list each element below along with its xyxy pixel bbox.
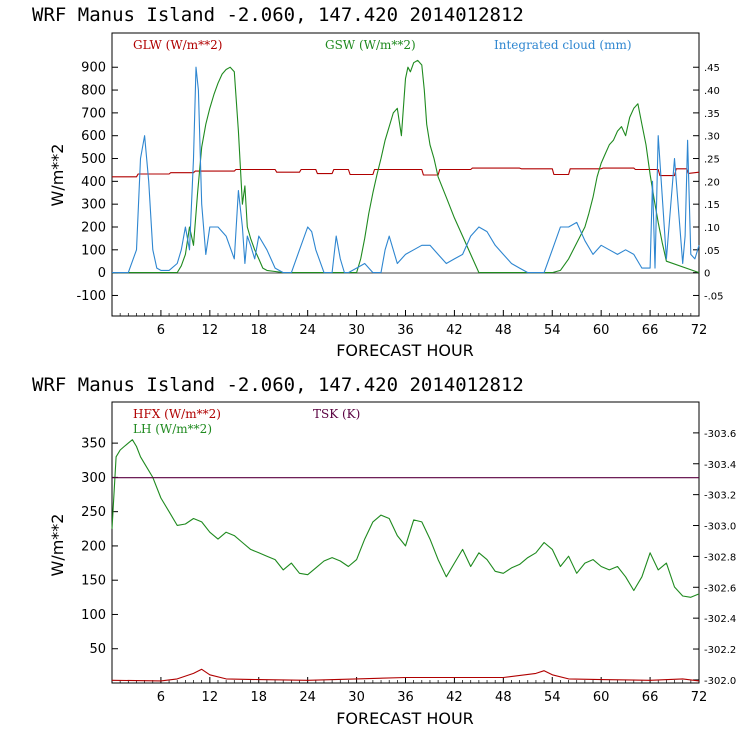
x-tick-label: 12 xyxy=(202,690,219,705)
y-tick-label: 300 xyxy=(81,198,106,213)
series-group xyxy=(111,439,700,682)
right-tick-label: -303.6 xyxy=(704,429,736,440)
x-tick-label: 30 xyxy=(348,690,365,705)
right-tick-label: .30 xyxy=(704,132,720,143)
right-tick-label: -302.8 xyxy=(704,552,736,563)
x-tick-label: 36 xyxy=(397,690,414,705)
legend-integrated-cloud: Integrated cloud (mm) xyxy=(494,38,632,52)
x-axis-label: FORECAST HOUR xyxy=(336,341,474,360)
x-axis: 6 12 18 24 30 36 42 48 54 60 66 72 xyxy=(119,677,708,705)
y-tick-label: 300 xyxy=(81,471,106,486)
chart-title: WRF Manus Island -2.060, 147.420 2014012… xyxy=(32,4,524,26)
x-tick-label: 42 xyxy=(446,690,463,705)
legend-gsw: GSW (W/m**2) xyxy=(325,38,416,52)
y-tick-label: 500 xyxy=(81,152,106,167)
panel-heat-flux: WRF Manus Island -2.060, 147.420 2014012… xyxy=(32,374,736,728)
series-line-hfx xyxy=(111,668,700,682)
right-tick-label: .15 xyxy=(704,200,720,211)
series-line-glw xyxy=(112,167,700,178)
right-tick-label: -302.0 xyxy=(704,676,736,687)
y-axis-label: W/m**2 xyxy=(48,514,67,577)
x-tick-label: 72 xyxy=(691,323,708,338)
legend-glw: GLW (W/m**2) xyxy=(133,38,222,52)
right-tick-label: .20 xyxy=(704,177,720,188)
y-tick-label: -100 xyxy=(76,289,106,304)
y-tick-label: 250 xyxy=(81,505,106,520)
right-tick-label: -302.4 xyxy=(704,614,736,625)
right-tick-label: -302.6 xyxy=(704,583,736,594)
y-tick-label: 0 xyxy=(98,266,106,281)
right-tick-label: .40 xyxy=(704,86,720,97)
x-tick-label: 18 xyxy=(250,690,267,705)
legend-lh: LH (W/m**2) xyxy=(133,422,212,436)
right-tick-label: -303.2 xyxy=(704,491,736,502)
y-tick-label: 50 xyxy=(89,642,106,657)
right-tick-label: .35 xyxy=(704,109,720,120)
y-axis-right: -.05 0 .05 .10 .15 .20 .25 .30 .35 .40 .45 xyxy=(693,63,724,302)
y-tick-label: 900 xyxy=(81,61,106,76)
right-tick-label: -302.2 xyxy=(704,645,736,656)
right-tick-label: -303.4 xyxy=(704,460,736,471)
y-axis-left: -100 0 100 200 300 400 500 600 700 800 900 xyxy=(76,61,118,304)
y-tick-label: 100 xyxy=(81,243,106,258)
series-line-gsw xyxy=(112,59,700,274)
y-tick-label: 400 xyxy=(81,175,106,190)
legend-hfx: HFX (W/m**2) xyxy=(133,407,221,421)
x-tick-label: 66 xyxy=(642,323,659,338)
y-axis-label: W/m**2 xyxy=(48,144,67,207)
right-tick-label: .45 xyxy=(704,63,720,74)
y-tick-label: 100 xyxy=(81,608,106,623)
x-tick-label: 54 xyxy=(544,690,561,705)
x-tick-label: 6 xyxy=(157,323,165,338)
x-tick-label: 42 xyxy=(446,323,463,338)
series-group xyxy=(112,59,700,274)
series-line-integrated xyxy=(112,66,700,274)
x-tick-label: 36 xyxy=(397,323,414,338)
right-tick-label: -.05 xyxy=(704,291,724,302)
chart-title: WRF Manus Island -2.060, 147.420 2014012… xyxy=(32,374,524,396)
panel-radiation: WRF Manus Island -2.060, 147.420 2014012… xyxy=(32,4,724,360)
x-tick-label: 60 xyxy=(593,323,610,338)
x-tick-label: 24 xyxy=(299,323,316,338)
x-tick-label: 24 xyxy=(299,690,316,705)
y-tick-label: 350 xyxy=(81,437,106,452)
x-tick-label: 12 xyxy=(202,323,219,338)
series-line-lh xyxy=(111,439,700,598)
x-tick-label: 18 xyxy=(250,323,267,338)
x-axis-label: FORECAST HOUR xyxy=(336,709,474,728)
x-tick-label: 6 xyxy=(157,690,165,705)
x-tick-label: 54 xyxy=(544,323,561,338)
x-tick-label: 48 xyxy=(495,323,512,338)
plot-frame xyxy=(111,32,700,317)
y-tick-label: 800 xyxy=(81,84,106,99)
x-tick-label: 72 xyxy=(691,690,708,705)
right-tick-label: .10 xyxy=(704,223,720,234)
y-tick-label: 150 xyxy=(81,574,106,589)
y-tick-label: 700 xyxy=(81,106,106,121)
y-tick-label: 200 xyxy=(81,539,106,554)
right-tick-label: -303.0 xyxy=(704,522,736,533)
x-tick-label: 66 xyxy=(642,690,659,705)
right-tick-label: .05 xyxy=(704,246,720,257)
x-axis: 6 12 18 24 30 36 42 48 54 60 66 72 xyxy=(119,310,708,338)
y-tick-label: 600 xyxy=(81,129,106,144)
right-tick-label: .25 xyxy=(704,155,720,166)
right-tick-label: 0 xyxy=(704,269,710,280)
x-tick-label: 30 xyxy=(348,323,365,338)
x-tick-label: 60 xyxy=(593,690,610,705)
plot-frame xyxy=(111,401,700,684)
y-tick-label: 200 xyxy=(81,220,106,235)
y-axis-right: -302.0 -302.2 -302.4 -302.6 -302.8 -303.0 -303… xyxy=(693,429,736,687)
x-tick-label: 48 xyxy=(495,690,512,705)
legend-tsk: TSK (K) xyxy=(313,407,360,421)
y-axis-left: 50 100 150 200 250 300 350 xyxy=(81,437,118,657)
